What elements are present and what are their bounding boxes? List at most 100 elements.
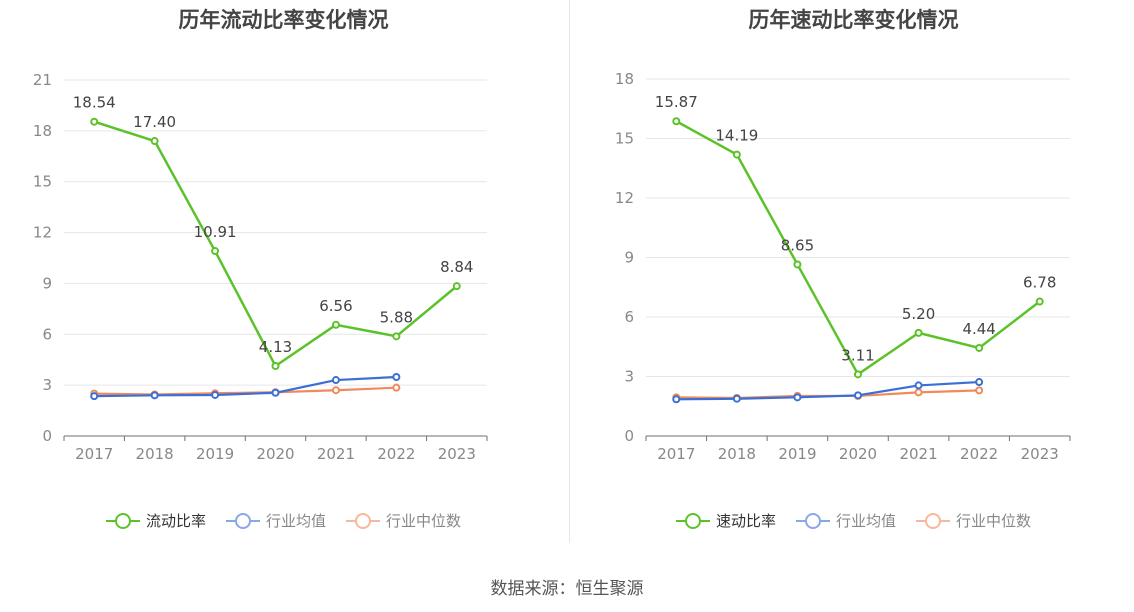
- data-point: [732, 150, 741, 159]
- legend-item[interactable]: 行业中位数: [916, 510, 1031, 531]
- data-label: 4.13: [259, 338, 292, 356]
- chart-title: 历年流动比率变化情况: [178, 8, 389, 32]
- line-chart-current-ratio: 0 3 6 9 12 15 18 21 2017 2018 2019 2020 2021 2022 2023…: [33, 71, 488, 463]
- legend-marker-icon: [105, 512, 140, 529]
- legend-label: 速动比率: [715, 512, 776, 530]
- data-point: [331, 376, 340, 385]
- data-point: [211, 247, 220, 256]
- legend-label: 行业中位数: [956, 512, 1032, 530]
- legend-marker-icon: [225, 512, 260, 529]
- data-label: 17.40: [133, 113, 176, 131]
- x-tick-label: 2018: [136, 445, 174, 463]
- data-source-note: 数据来源：恒生聚源: [490, 579, 644, 599]
- data-label: 6.56: [319, 297, 352, 315]
- y-tick-label: 0: [42, 427, 52, 445]
- x-tick-label: 2021: [317, 445, 355, 463]
- y-tick-label: 9: [624, 249, 634, 267]
- series-line: [94, 375, 397, 398]
- data-point: [392, 332, 401, 341]
- legend-item[interactable]: 行业均值: [225, 510, 326, 531]
- legend-label: 行业中位数: [386, 512, 462, 530]
- data-point: [90, 392, 99, 401]
- data-point: [150, 137, 159, 146]
- y-tick-label: 15: [33, 173, 52, 191]
- panel-divider: [569, 0, 570, 543]
- y-tick-label: 21: [33, 71, 52, 89]
- data-point: [211, 390, 220, 399]
- data-point: [672, 117, 681, 126]
- y-tick-label: 15: [615, 130, 634, 148]
- data-point: [975, 378, 984, 387]
- y-tick-label: 0: [624, 427, 634, 445]
- data-label: 4.44: [962, 320, 995, 338]
- x-tick-label: 2023: [438, 445, 476, 463]
- x-tick-label: 2020: [839, 445, 877, 463]
- chart-panel-current-ratio: 历年流动比率变化情况 0 3 6 9 12 15 18 21 2017 2018 2019 2020 2…: [0, 0, 567, 560]
- legend-item[interactable]: 速动比率: [675, 510, 776, 531]
- data-point: [975, 386, 984, 395]
- legend-item[interactable]: 行业均值: [795, 510, 896, 531]
- data-label: 10.91: [194, 223, 237, 241]
- x-tick-label: 2018: [718, 445, 756, 463]
- chart-legend: 流动比率 行业均值 行业中位数: [0, 510, 567, 531]
- y-tick-label: 18: [33, 122, 52, 140]
- data-point: [392, 373, 401, 382]
- legend-label: 行业均值: [835, 512, 896, 530]
- x-tick-label: 2019: [778, 445, 816, 463]
- data-point: [854, 391, 862, 400]
- data-point: [331, 386, 340, 395]
- series-line: [676, 380, 980, 401]
- data-label: 8.65: [781, 236, 814, 254]
- data-point: [331, 320, 340, 329]
- x-tick-label: 2017: [75, 445, 113, 463]
- data-point: [793, 393, 802, 402]
- data-point: [732, 394, 741, 403]
- legend-marker-icon: [795, 512, 830, 529]
- legend-marker-icon: [675, 512, 710, 529]
- x-tick-label: 2021: [899, 445, 937, 463]
- data-label: 6.78: [1023, 274, 1056, 292]
- series-line: [93, 120, 458, 368]
- x-tick-label: 2023: [1021, 445, 1059, 463]
- data-point: [672, 395, 681, 404]
- data-point: [914, 381, 923, 390]
- y-tick-label: 6: [42, 325, 52, 343]
- data-point: [271, 361, 280, 370]
- chart-title: 历年速动比率变化情况: [748, 8, 959, 32]
- legend-label: 行业均值: [265, 512, 326, 530]
- y-tick-label: 6: [624, 308, 634, 326]
- legend-item[interactable]: 行业中位数: [346, 510, 461, 531]
- legend-item[interactable]: 流动比率: [105, 510, 206, 531]
- x-tick-label: 2019: [196, 445, 234, 463]
- x-tick-label: 2017: [657, 445, 695, 463]
- line-chart-quick-ratio: 0 3 6 9 12 15 18 2017 2018 2019 2020 2021 2022 2023 15…: [615, 70, 1071, 463]
- legend-marker-icon: [346, 512, 380, 529]
- data-point: [392, 383, 401, 392]
- data-label: 18.54: [73, 94, 116, 112]
- data-label: 8.84: [440, 258, 473, 276]
- data-point: [150, 391, 159, 400]
- data-label: 14.19: [715, 127, 758, 145]
- data-label: 15.87: [655, 93, 698, 111]
- x-tick-label: 2022: [377, 445, 415, 463]
- x-tick-label: 2022: [960, 445, 998, 463]
- legend-marker-icon: [916, 512, 950, 529]
- y-tick-label: 3: [624, 368, 634, 386]
- data-label: 5.20: [902, 305, 935, 323]
- chart-legend: 速动比率 行业均值 行业中位数: [570, 510, 1134, 531]
- data-point: [975, 343, 984, 352]
- data-point: [1035, 297, 1044, 306]
- series-line: [94, 386, 397, 396]
- y-tick-label: 3: [42, 376, 52, 394]
- data-point: [914, 388, 923, 397]
- data-point: [793, 260, 802, 269]
- x-tick-label: 2020: [256, 445, 294, 463]
- data-point: [914, 328, 923, 337]
- data-point: [452, 282, 461, 291]
- chart-panel-quick-ratio: 历年速动比率变化情况 0 3 6 9 12 15 18 2017 2018 2019 2020 202…: [570, 0, 1134, 560]
- y-tick-label: 12: [33, 224, 52, 242]
- y-tick-label: 12: [615, 189, 634, 207]
- y-tick-label: 18: [615, 70, 634, 88]
- data-label: 3.11: [841, 346, 874, 364]
- legend-label: 流动比率: [145, 512, 206, 530]
